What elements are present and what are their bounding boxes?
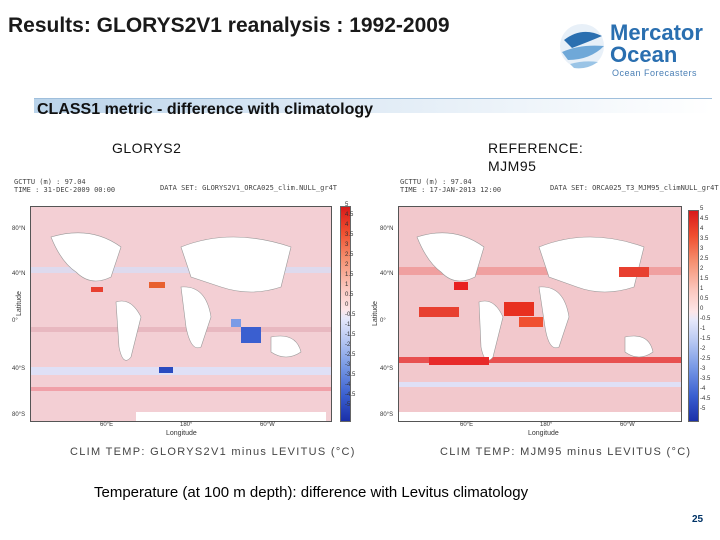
colorbar-tick: 3.5 bbox=[700, 236, 709, 242]
map-header-left: GCTTU (m) : 97.04 TIME : 17-JAN-2013 12:… bbox=[400, 178, 502, 194]
colorbar-tick: -3 bbox=[345, 362, 351, 368]
colorbar-tick: -4.5 bbox=[700, 396, 711, 402]
colorbar-tick: 4 bbox=[700, 226, 704, 232]
colorbar-tick: 4.5 bbox=[700, 216, 709, 222]
map-panel-reference: GCTTU (m) : 97.04 TIME : 17-JAN-2013 12:… bbox=[360, 176, 719, 466]
colorbar-tick: -4.5 bbox=[345, 392, 356, 398]
colorbar-tick: 3 bbox=[700, 246, 704, 252]
y-tick: 40°N bbox=[380, 271, 394, 277]
y-tick: 80°N bbox=[12, 226, 26, 232]
y-tick: 80°S bbox=[380, 412, 394, 418]
slide-title: Results: GLORYS2V1 reanalysis : 1992-200… bbox=[8, 14, 450, 37]
colorbar-tick: -3 bbox=[700, 366, 706, 372]
y-tick: 40°N bbox=[12, 271, 26, 277]
logo-line1: Mercator bbox=[610, 20, 703, 45]
y-tick: 0° bbox=[380, 318, 386, 324]
world-map-icon bbox=[31, 207, 331, 421]
colorbar-tick: -1 bbox=[345, 322, 351, 328]
colorbar-tick: -3.5 bbox=[700, 376, 711, 382]
world-map-icon bbox=[399, 207, 681, 421]
colorbar-tick: 1.5 bbox=[700, 276, 709, 282]
colorbar-tick: 3.5 bbox=[345, 232, 354, 238]
x-tick: 180° bbox=[540, 422, 553, 428]
subtitle-band bbox=[34, 99, 712, 113]
temperature-difference-map bbox=[30, 206, 332, 422]
y-tick: 80°S bbox=[12, 412, 26, 418]
map-header-right: DATA SET: ORCA025_T3_MJM95_climNULL_gr4T bbox=[550, 184, 719, 192]
y-tick: 80°N bbox=[380, 226, 394, 232]
slide-caption: Temperature (at 100 m depth): difference… bbox=[94, 484, 529, 501]
colorbar-tick: 2.5 bbox=[345, 252, 354, 258]
y-axis-label: Latitude bbox=[16, 291, 23, 316]
colorbar-tick: 4 bbox=[345, 222, 349, 228]
colorbar-tick: -2 bbox=[345, 342, 351, 348]
colorbar-tick: 3 bbox=[345, 242, 349, 248]
map-caption: CLIM TEMP: GLORYS2V1 minus LEVITUS (°C) bbox=[70, 446, 356, 458]
y-axis-label: Latitude bbox=[372, 301, 379, 326]
colorbar-tick: -2.5 bbox=[700, 356, 711, 362]
colorbar-tick: 0.5 bbox=[345, 292, 354, 298]
y-tick: 40°S bbox=[380, 366, 394, 372]
x-axis-label: Longitude bbox=[166, 430, 197, 437]
colorbar-tick: 2.5 bbox=[700, 256, 709, 262]
colorbar-tick: -1.5 bbox=[700, 336, 711, 342]
colorbar bbox=[688, 210, 699, 422]
colorbar-tick: 4.5 bbox=[345, 212, 354, 218]
colorbar-tick: -2 bbox=[700, 346, 706, 352]
colorbar-tick: 0 bbox=[345, 302, 349, 308]
colorbar-tick: -1 bbox=[700, 326, 706, 332]
panel-label-glorys2: GLORYS2 bbox=[112, 140, 182, 156]
colorbar bbox=[340, 206, 351, 422]
page-number: 25 bbox=[692, 514, 704, 525]
colorbar-tick: 2 bbox=[345, 262, 349, 268]
slide-subtitle: CLASS1 metric - difference with climatol… bbox=[37, 101, 374, 118]
mercator-ocean-logo: Mercator Ocean Ocean Forecasters bbox=[558, 16, 708, 86]
logo-tagline: Ocean Forecasters bbox=[612, 68, 698, 78]
colorbar-tick: -5 bbox=[345, 402, 351, 408]
x-tick: 60°W bbox=[620, 422, 635, 428]
colorbar-tick: 5 bbox=[700, 206, 704, 212]
colorbar-tick: -0.5 bbox=[700, 316, 711, 322]
colorbar-tick: -0.5 bbox=[345, 312, 356, 318]
temperature-difference-map bbox=[398, 206, 682, 422]
colorbar-tick: -4 bbox=[700, 386, 706, 392]
x-tick: 180° bbox=[180, 422, 193, 428]
colorbar-tick: -5 bbox=[700, 406, 706, 412]
colorbar-tick: -4 bbox=[345, 382, 351, 388]
panel-label-reference: REFERENCE: MJM95 bbox=[488, 140, 584, 174]
x-tick: 60°E bbox=[100, 422, 114, 428]
y-tick: 0° bbox=[12, 318, 18, 324]
map-caption: CLIM TEMP: MJM95 minus LEVITUS (°C) bbox=[440, 446, 692, 458]
globe-logo-icon bbox=[560, 24, 604, 69]
map-header-left: GCTTU (m) : 97.04 TIME : 31-DEC-2009 00:… bbox=[14, 178, 116, 194]
logo-line2: Ocean bbox=[610, 42, 678, 67]
colorbar-tick: -1.5 bbox=[345, 332, 356, 338]
colorbar-tick: 1 bbox=[345, 282, 349, 288]
map-header-right: DATA SET: GLORYS2V1_ORCA025_clim.NULL_gr… bbox=[160, 184, 338, 192]
colorbar-tick: 0.5 bbox=[700, 296, 709, 302]
colorbar-tick: -3.5 bbox=[345, 372, 356, 378]
colorbar-tick: 2 bbox=[700, 266, 704, 272]
colorbar-tick: 1 bbox=[700, 286, 704, 292]
colorbar-tick: 5 bbox=[345, 202, 349, 208]
x-tick: 60°W bbox=[260, 422, 275, 428]
colorbar-tick: 1.5 bbox=[345, 272, 354, 278]
map-panel-glorys2: GCTTU (m) : 97.04 TIME : 31-DEC-2009 00:… bbox=[0, 176, 362, 466]
header-divider bbox=[34, 98, 712, 99]
colorbar-tick: 0 bbox=[700, 306, 704, 312]
y-tick: 40°S bbox=[12, 366, 26, 372]
x-axis-label: Longitude bbox=[528, 430, 559, 437]
x-tick: 60°E bbox=[460, 422, 474, 428]
colorbar-tick: -2.5 bbox=[345, 352, 356, 358]
